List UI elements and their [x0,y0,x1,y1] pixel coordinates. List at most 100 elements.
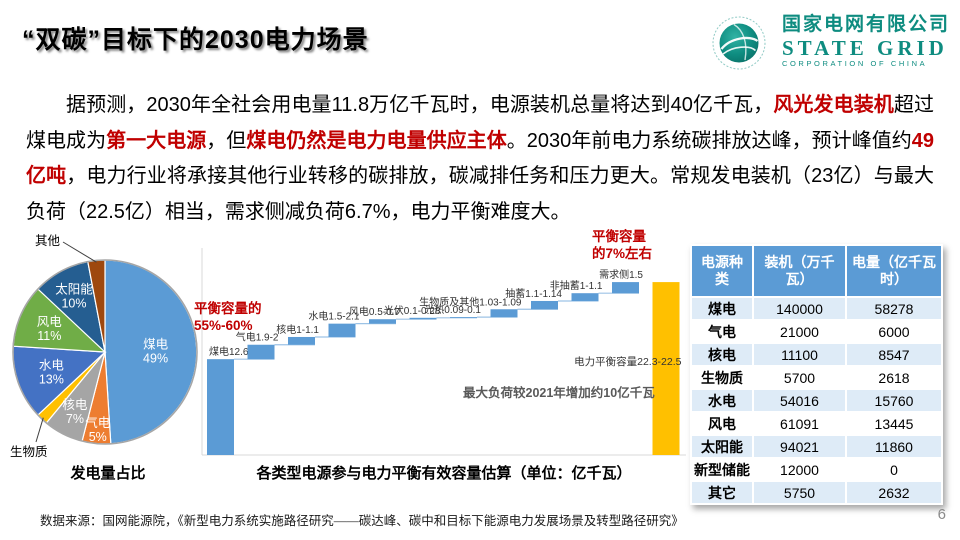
page-title: “双碳”目标下的2030电力场景 [22,26,369,54]
waterfall-bar-label: 气电1.9-2 [236,331,279,344]
generation-share-pie-chart: 煤电 49% 气电 5% 核电 7% 生物质 水电 13% 风电 11% 太阳能 10% 其他 [8,232,208,462]
table-row: 水电 54016 15760 [690,388,943,413]
waterfall-caption: 各类型电源参与电力平衡有效容量估算（单位：亿千瓦） [256,465,632,482]
paragraph-text: ，电力行业将承接其他行业转移的碳排放，碳减排任务和压力更大。常规发电装机（23亿… [26,165,934,223]
table-header-cell: 装机（万千瓦） [752,244,847,298]
table-row: 其它 5750 2632 [690,480,943,505]
table-cell: 58278 [845,296,943,321]
table-row: 生物质 5700 2618 [690,365,943,390]
table-cell: 2618 [845,365,943,390]
waterfall-bar-label: 风电0.5-0.7 [349,305,401,318]
table-row: 核电 11100 8547 [690,342,943,367]
waterfall-total-bar [652,282,680,455]
table-cell: 94021 [752,434,847,459]
annotation-balance-7pct: 平衡容量 的7%左右 [592,229,653,261]
table-row: 气电 21000 6000 [690,319,943,344]
pie-caption: 发电量占比 [70,465,146,482]
waterfall-bar-2 [288,336,315,345]
table-cell: 风电 [690,411,754,436]
waterfall-bar-7 [490,309,518,318]
table-cell: 太阳能 [690,434,754,459]
table-cell: 11100 [752,342,847,367]
data-source-footer: 数据来源：国网能源院，《新型电力系统实施路径研究——碳达峰、碳中和目标下能源电力… [40,514,684,528]
table-cell: 61091 [752,411,847,436]
waterfall-bar-label: 核电1-1.1 [276,323,319,336]
table-row: 太阳能 94021 11860 [690,434,943,459]
table-cell: 0 [845,457,943,482]
pie-label-name: 核电 [62,398,88,412]
pie-label-name: 风电 [37,315,63,329]
logo-name-sub: CORPORATION OF CHINA [781,58,928,68]
pie-label-outside: 其他 [35,234,61,248]
table-cell: 15760 [845,388,943,413]
table-cell: 11860 [845,434,943,459]
waterfall-bar-label: 需求侧1.5 [599,268,643,281]
table-cell: 54016 [752,388,847,413]
waterfall-bar-0 [207,359,234,455]
waterfall-bar-5 [409,317,437,320]
table-cell: 21000 [752,319,847,344]
waterfall-bar-label: 生物质及其他1.03-1.09 [419,295,522,308]
capacity-waterfall-chart: 煤电12.6-13.3 气电1.9-2 核电1-1.1 水电1.5-2.1 风电0.5-… [194,229,688,468]
table-cell: 140000 [752,296,847,321]
waterfall-bar-label: 抽蓄1.1-1.14 [505,287,562,300]
pie-label-name: 煤电 [143,337,169,351]
pie-leader-line [62,241,97,263]
table-row: 新型储能 12000 0 [690,457,943,482]
pie-label-value: 5% [89,430,107,444]
waterfall-bar-label: 水电1.5-2.1 [308,310,360,323]
pie-label-outside: 生物质 [10,445,48,459]
pie-label-name: 水电 [39,358,65,372]
table-row: 煤电 140000 58278 [690,296,943,321]
table-cell: 生物质 [690,365,754,390]
table-cell: 煤电 [690,296,754,321]
logo-name-cn: 国家电网有限公司 [781,13,950,35]
summary-paragraph: 据预测，2030年全社会用电量11.8万亿千瓦时，电源装机总量将达到40亿千瓦，… [26,88,934,230]
paragraph-text: 超过煤电成为 [26,94,935,152]
waterfall-bar-label: 非抽蓄1-1.1 [550,279,603,292]
table-cell: 8547 [845,342,943,367]
pie-label-name: 气电 [85,415,111,430]
table-cell: 新型储能 [690,457,754,482]
logo-text: 国家电网有限公司 STATE GRID CORPORATION OF CHINA [781,13,950,68]
table-cell: 核电 [690,342,754,367]
paragraph-emphasis: 煤电仍然是电力电量供应主体 [246,129,507,152]
globe-icon [712,16,766,70]
waterfall-bar-1 [247,344,275,360]
pie-label-value: 11% [37,329,61,343]
paragraph-emphasis: 第一大电源 [106,129,207,152]
pie-outline [12,259,198,445]
paragraph-emphasis: 49亿吨 [26,129,935,188]
pie-label-value: 10% [61,297,86,311]
waterfall-bar-label: 光热0.09-0.1 [424,303,481,316]
table-cell: 5700 [752,365,847,390]
annotation-max-load: 最大负荷较2021年增加约10亿千瓦 [463,386,655,400]
waterfall-total-label: 电力平衡容量22.3-22.5 [574,355,682,368]
waterfall-bar-10 [612,282,639,294]
table-cell: 2632 [845,480,943,505]
table-header-cell: 电量（亿千瓦时） [845,244,943,298]
table-row: 风电 61091 13445 [690,411,943,436]
waterfall-svg: 煤电12.6-13.3气电1.9-2核电1-1.1水电1.5-2.1风电0.5-… [201,248,686,456]
table-cell: 水电 [690,388,754,413]
paragraph-text: ，但 [206,129,247,152]
waterfall-bar-6 [450,317,477,318]
logo-name-en: STATE GRID [781,35,948,60]
paragraph-emphasis: 风光发电装机 [773,94,894,116]
table-header: 电源种类 装机（万千瓦） 电量（亿千瓦时） [690,244,943,298]
waterfall-bar-8 [531,300,558,310]
pie-label-value: 13% [39,372,64,386]
waterfall-bar-label: 光伏0.1-0.28 [384,304,441,317]
page-number: 6 [937,506,946,523]
table-cell: 6000 [845,319,943,344]
waterfall-bar-3 [328,323,356,337]
table-cell: 气电 [690,319,754,344]
table-cell: 13445 [845,411,943,436]
paragraph-text: 。2030年前电力系统碳排放达峰，预计峰值约 [506,129,912,152]
table-cell: 5750 [752,480,847,505]
pie-label-name: 太阳能 [55,282,93,297]
paragraph-text: 据预测，2030年全社会用电量11.8万亿千瓦时，电源装机总量将达到40亿千瓦， [66,94,774,116]
table-header-cell: 电源种类 [690,244,754,298]
state-grid-logo: 国家电网有限公司 STATE GRID CORPORATION OF CHINA [710,12,950,70]
